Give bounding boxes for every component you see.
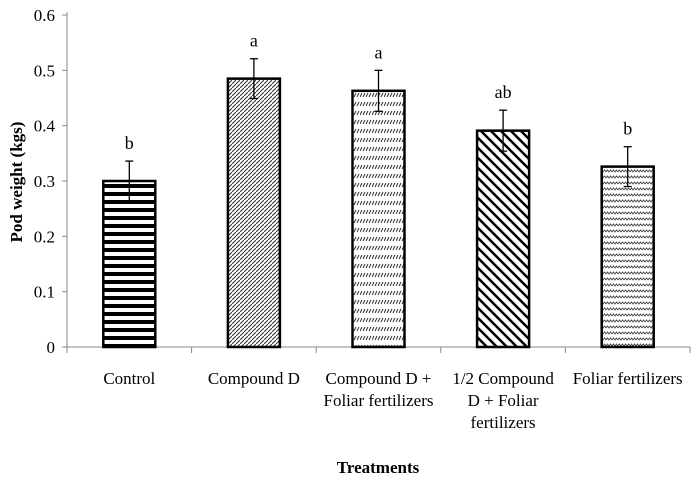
y-tick-label: 0.1 [34,283,55,302]
y-tick-label: 0.2 [34,227,55,246]
x-tick-label: Foliar fertilizers [573,369,683,388]
y-tick-label: 0.6 [34,6,55,25]
x-tick-label: Foliar fertilizers [324,391,434,410]
bar [600,165,655,349]
bar [226,77,282,349]
significance-letter: a [375,42,383,62]
x-tick-label: Control [103,369,155,388]
significance-letter: ab [495,82,512,102]
x-tick-label: D + Foliar [468,391,539,410]
y-tick-label: 0.5 [34,61,55,80]
y-axis-label: Pod weight (kgs) [7,122,26,243]
x-tick-label: fertilizers [471,413,536,432]
y-tick-label: 0.4 [34,117,56,136]
bar [351,89,406,349]
significance-letter: b [623,119,632,139]
bar [475,129,531,349]
bar [102,179,157,349]
y-tick-label: 0 [47,338,56,357]
significance-letter: b [125,133,134,153]
x-tick-label: Compound D + [326,369,432,388]
significance-letter: a [250,31,258,51]
x-axis-label: Treatments [337,458,420,477]
x-tick-label: 1/2 Compound [452,369,554,388]
y-tick-label: 0.3 [34,172,55,191]
x-tick-label: Compound D [208,369,300,388]
